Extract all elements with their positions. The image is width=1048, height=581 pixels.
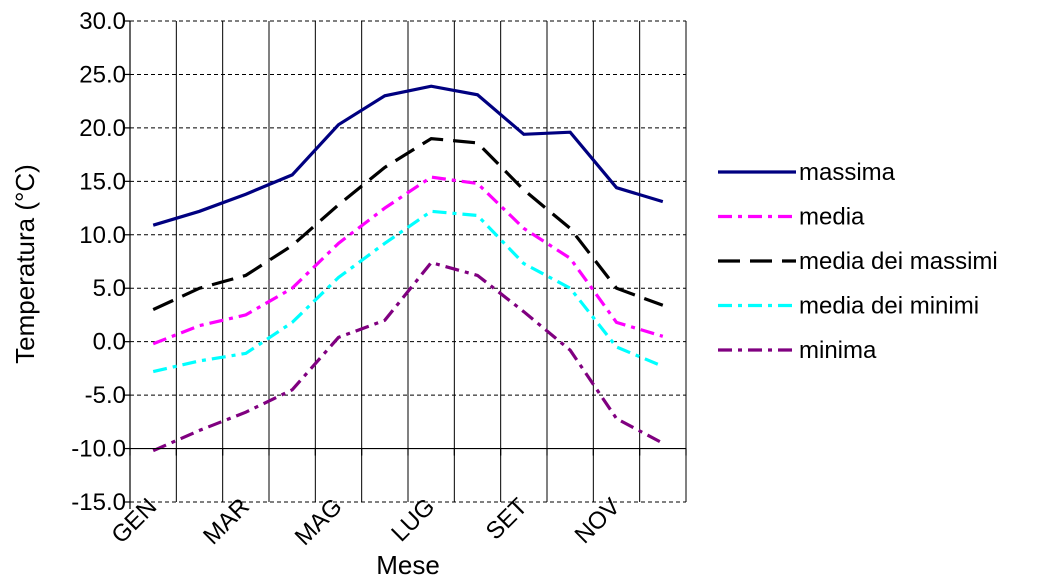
series-line-massima bbox=[152, 84, 664, 227]
y-tick-label: 20.0 bbox=[79, 115, 126, 142]
y-tick-label: 5.0 bbox=[93, 275, 126, 302]
y-tick-label: -10.0 bbox=[71, 436, 126, 463]
legend-label: media bbox=[799, 204, 865, 231]
x-tick-label: LUG bbox=[386, 493, 440, 547]
y-axis: 30.0 25.0 20.0 15.0 10.0 5.0 0.0 -5.0 -10.0 -15.0 bbox=[71, 8, 131, 516]
legend-label: minima bbox=[799, 337, 877, 364]
x-tick-label: MAR bbox=[198, 493, 255, 550]
legend-label: media dei minimi bbox=[799, 293, 979, 320]
y-tick-label: 10.0 bbox=[79, 222, 126, 249]
series-line-media-dei-massimi bbox=[152, 136, 664, 312]
series-line-media-dei-minimi bbox=[152, 209, 664, 374]
y-tick-label: 0.0 bbox=[93, 329, 126, 356]
y-tick-label: 30.0 bbox=[79, 8, 126, 35]
x-axis-title: Mese bbox=[376, 550, 440, 580]
grid bbox=[130, 20, 687, 503]
series-line-media bbox=[152, 175, 664, 346]
y-tick-label: -15.0 bbox=[71, 489, 126, 516]
x-axis: GEN MAR MAG LUG SET NOV bbox=[106, 447, 687, 551]
y-tick-label: 25.0 bbox=[79, 61, 126, 88]
x-tick-label: SET bbox=[481, 493, 533, 545]
series-lines bbox=[152, 84, 664, 453]
y-tick-label: 15.0 bbox=[79, 168, 126, 195]
legend: massima media media dei massimi media dei m… bbox=[718, 159, 998, 364]
y-axis-title: Temperatura (°C) bbox=[10, 164, 40, 364]
legend-label: massima bbox=[799, 159, 896, 186]
legend-label: media dei massimi bbox=[799, 248, 998, 275]
series-line-minima bbox=[152, 260, 664, 453]
y-tick-label: -5.0 bbox=[85, 382, 126, 409]
